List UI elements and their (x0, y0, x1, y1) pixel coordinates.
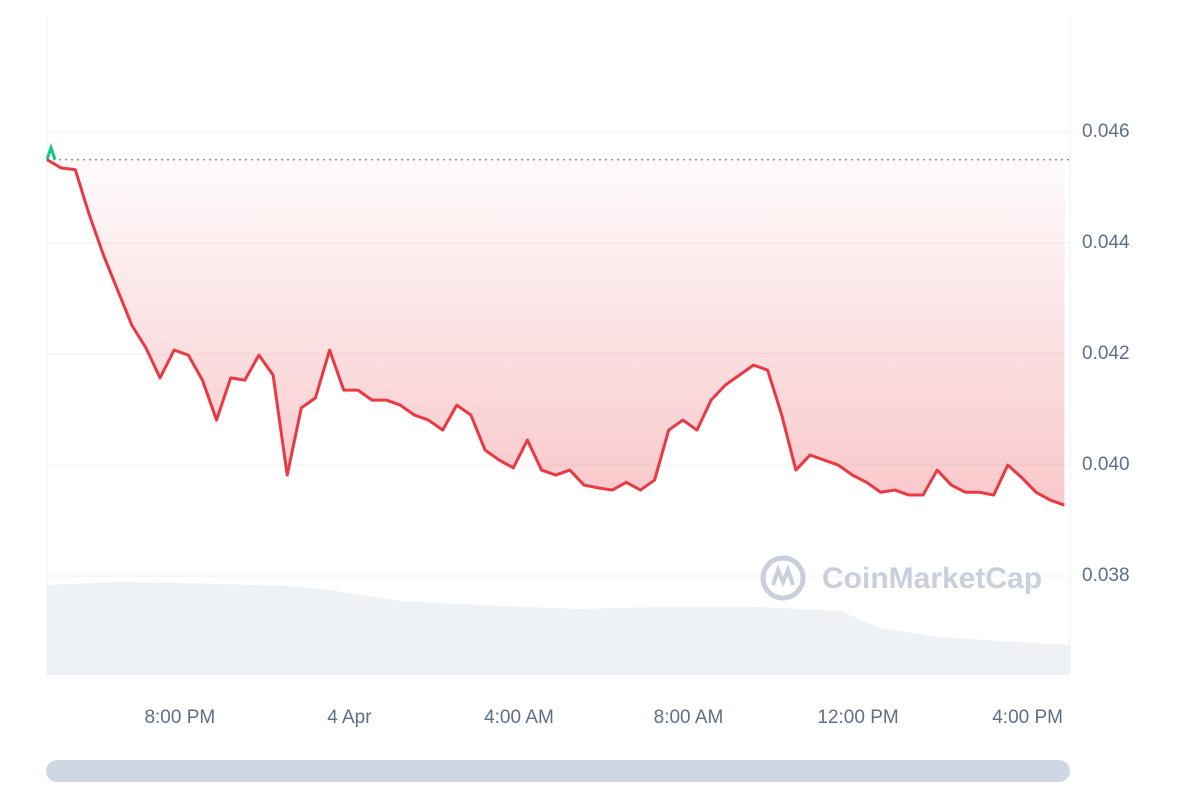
area-fill (47, 159, 1065, 506)
start-marker (45, 142, 57, 161)
x-tick-label: 8:00 PM (144, 707, 215, 728)
scrollbar[interactable] (46, 760, 1070, 782)
x-tick-label: 12:00 PM (817, 707, 898, 728)
volume-area (47, 582, 1070, 675)
x-tick-label: 8:00 AM (654, 707, 724, 728)
x-tick-label: 4:00 AM (484, 707, 554, 728)
y-tick-label: 0.046 (1082, 121, 1130, 142)
watermark: CoinMarketCap (822, 562, 1042, 595)
watermark-logo (760, 555, 806, 601)
y-tick-label: 0.044 (1082, 232, 1130, 253)
y-tick-label: 0.038 (1082, 565, 1130, 586)
x-tick-label: 4:00 PM (992, 707, 1063, 728)
y-tick-label: 0.042 (1082, 343, 1130, 364)
x-tick-label: 4 Apr (327, 707, 372, 728)
price-line (46, 158, 1065, 507)
y-tick-label: 0.040 (1082, 454, 1130, 475)
